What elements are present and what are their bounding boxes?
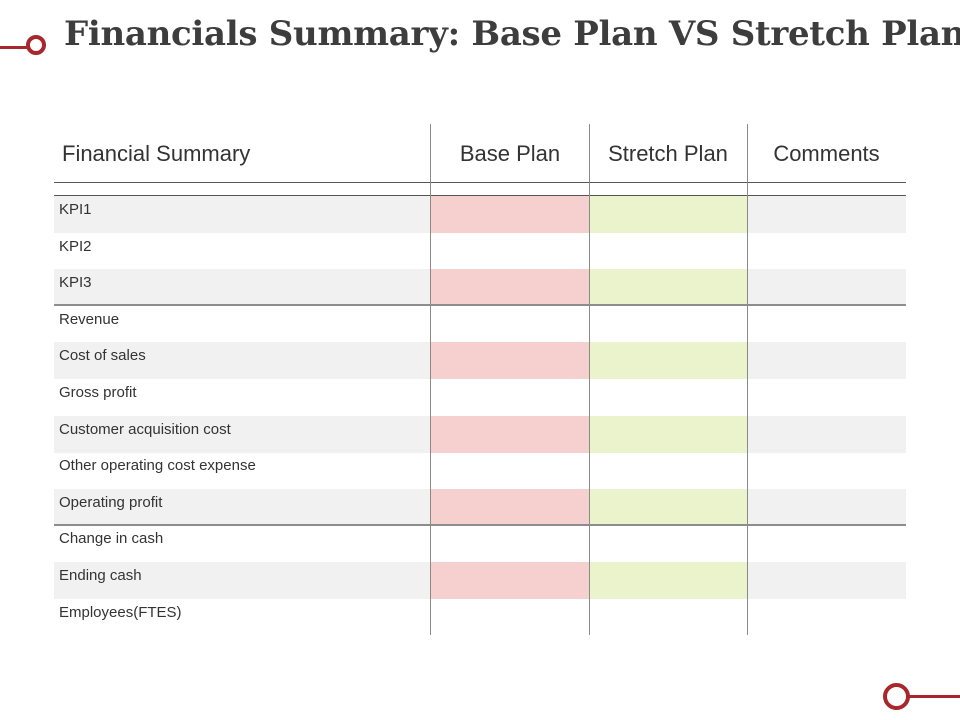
row-label: Ending cash (59, 567, 142, 584)
row-label: KPI2 (59, 237, 92, 255)
comments-cell (748, 379, 906, 416)
stretch-plan-cell (590, 562, 747, 599)
table-row: Revenue (54, 306, 906, 343)
stretch-plan-cell (590, 342, 747, 380)
table-row: KPI3 (54, 269, 906, 307)
stretch-plan-cell (590, 525, 747, 562)
base-plan-cell (431, 452, 589, 489)
header-divider-bottom (54, 195, 906, 196)
row-label: Cost of sales (59, 347, 146, 365)
base-plan-cell (431, 233, 589, 270)
table-row: KPI1 (54, 196, 906, 233)
column-header-base-plan: Base Plan (459, 141, 561, 166)
comments-cell (748, 452, 906, 489)
comments-cell (748, 196, 906, 233)
page-title: Financials Summary: Base Plan VS Stretch… (64, 14, 960, 54)
base-plan-cell (431, 488, 589, 526)
title-accent-line (0, 46, 30, 49)
base-plan-cell (431, 306, 589, 343)
column-header-financial-summary: Financial Summary (62, 141, 251, 166)
stretch-plan-cell (590, 415, 747, 453)
group-divider-kpi (54, 304, 906, 306)
title-accent-circle-icon (26, 35, 46, 55)
stretch-plan-cell (590, 599, 747, 636)
column-header-stretch-plan: Stretch Plan (608, 141, 728, 166)
comments-cell (748, 269, 906, 306)
base-plan-cell (431, 415, 589, 453)
group-divider-profit (54, 524, 906, 526)
stretch-plan-cell (590, 488, 747, 526)
table-row: Cost of sales (54, 342, 906, 380)
table-row: Change in cash (54, 525, 906, 562)
row-label: Gross profit (59, 384, 137, 401)
base-plan-cell (431, 379, 589, 416)
row-label: Revenue (59, 310, 120, 328)
row-label: KPI3 (59, 274, 92, 292)
table-row: Operating profit (54, 488, 906, 526)
stretch-plan-cell (590, 452, 747, 489)
base-plan-cell (431, 196, 589, 233)
column-divider-1 (430, 124, 431, 635)
stretch-plan-cell (590, 379, 747, 416)
column-divider-3 (747, 124, 748, 635)
table-row: Ending cash (54, 562, 906, 599)
comments-cell (748, 489, 906, 526)
row-label: Customer acquisition cost (59, 420, 231, 438)
header-divider-top (54, 182, 906, 183)
comments-cell (748, 562, 906, 599)
base-plan-cell (431, 342, 589, 380)
table-row: Other operating cost expense (54, 452, 906, 489)
row-label: Change in cash (59, 530, 164, 548)
financial-summary-table: Financial Summary Base Plan Stretch Plan… (54, 124, 906, 636)
footer-accent-line (909, 695, 960, 698)
row-label: KPI1 (59, 201, 92, 218)
base-plan-cell (431, 269, 589, 307)
comments-cell (748, 306, 906, 343)
base-plan-cell (431, 599, 589, 636)
table-row: Customer acquisition cost (54, 415, 906, 453)
row-label: Other operating cost expense (59, 457, 256, 475)
stretch-plan-cell (590, 233, 747, 270)
comments-cell (748, 233, 906, 270)
base-plan-cell (431, 562, 589, 599)
row-label: Operating profit (59, 493, 163, 511)
footer-accent-circle-icon (883, 683, 910, 710)
base-plan-cell (431, 525, 589, 562)
table-row: Gross profit (54, 379, 906, 416)
comments-cell (748, 525, 906, 562)
column-header-comments: Comments (773, 141, 880, 166)
column-divider-2 (589, 124, 590, 635)
stretch-plan-cell (590, 269, 747, 307)
comments-cell (748, 599, 906, 636)
row-label: Employees(FTES) (59, 603, 182, 621)
stretch-plan-cell (590, 196, 747, 233)
comments-cell (748, 416, 906, 453)
table-header: Financial Summary Base Plan Stretch Plan… (54, 124, 906, 182)
table-row: Employees(FTES) (54, 599, 906, 636)
comments-cell (748, 342, 906, 379)
table-row: KPI2 (54, 233, 906, 270)
stretch-plan-cell (590, 306, 747, 343)
